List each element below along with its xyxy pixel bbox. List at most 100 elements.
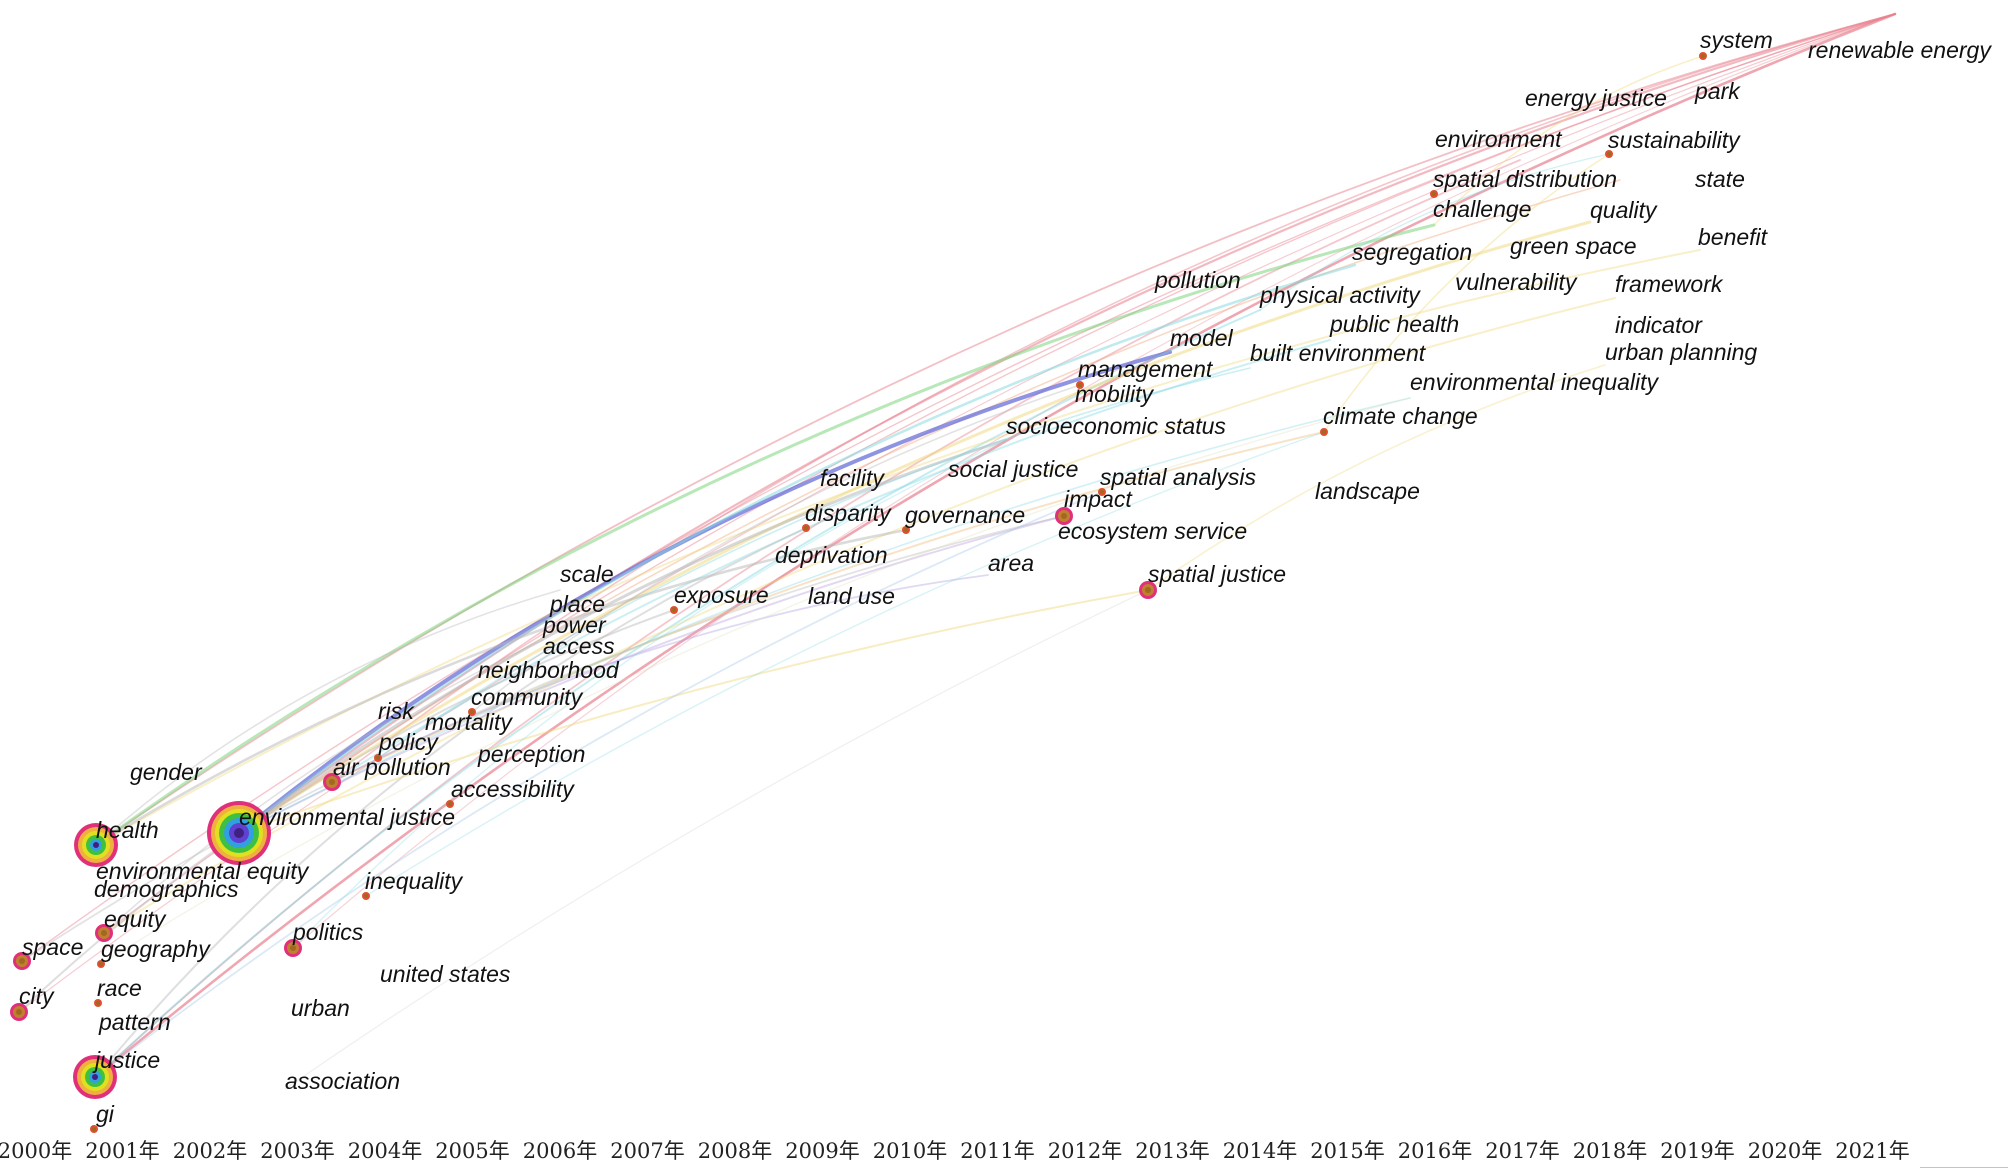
node-impact[interactable] xyxy=(1055,507,1073,525)
keyword-label[interactable]: green space xyxy=(1510,233,1637,259)
keyword-label[interactable]: environmental equity xyxy=(96,858,310,884)
keyword-label[interactable]: gi xyxy=(96,1101,115,1127)
node-disparity[interactable] xyxy=(802,524,810,532)
keyword-label[interactable]: gender xyxy=(130,759,203,785)
keyword-label[interactable]: indicator xyxy=(1615,312,1703,338)
keyword-label[interactable]: segregation xyxy=(1352,239,1472,265)
keyword-label[interactable]: sustainability xyxy=(1608,127,1741,153)
keyword-label[interactable]: governance xyxy=(905,502,1025,528)
keyword-label[interactable]: spatial justice xyxy=(1148,561,1286,587)
node-ring xyxy=(92,1074,98,1080)
keyword-label[interactable]: state xyxy=(1695,166,1745,192)
keyword-label[interactable]: deprivation xyxy=(775,542,888,568)
keyword-label[interactable]: association xyxy=(285,1068,400,1094)
node-equity[interactable] xyxy=(95,924,113,942)
keyword-label[interactable]: physical activity xyxy=(1259,282,1421,308)
keyword-label[interactable]: environment xyxy=(1435,126,1563,152)
keyword-label[interactable]: pattern xyxy=(98,1009,171,1035)
link-band xyxy=(331,339,1331,783)
keyword-label[interactable]: facility xyxy=(820,465,885,491)
keyword-label[interactable]: equity xyxy=(104,906,167,932)
keyword-label[interactable]: spatial distribution xyxy=(1433,166,1617,192)
keyword-label[interactable]: access xyxy=(543,633,615,659)
keyword-label[interactable]: vulnerability xyxy=(1455,269,1578,295)
node-policy[interactable] xyxy=(374,754,382,762)
keyword-label[interactable]: neighborhood xyxy=(478,657,620,683)
keyword-label[interactable]: policy xyxy=(378,729,439,755)
keyword-label[interactable]: mobility xyxy=(1075,381,1154,407)
keyword-label[interactable]: quality xyxy=(1590,197,1658,223)
keyword-label[interactable]: urban xyxy=(291,995,350,1021)
keyword-label[interactable]: scale xyxy=(560,561,614,587)
keyword-label[interactable]: environmental inequality xyxy=(1410,369,1660,395)
node-justice[interactable] xyxy=(73,1055,117,1099)
keyword-label[interactable]: united states xyxy=(380,961,511,987)
keyword-label[interactable]: disparity xyxy=(805,500,892,526)
node-governance[interactable] xyxy=(902,526,910,534)
keyword-label[interactable]: community xyxy=(471,684,584,710)
node-sustainability[interactable] xyxy=(1605,150,1613,158)
keyword-label[interactable]: pollution xyxy=(1154,267,1241,293)
keyword-label[interactable]: challenge xyxy=(1433,196,1531,222)
node-inequality[interactable] xyxy=(362,892,370,900)
keyword-label[interactable]: justice xyxy=(92,1047,160,1073)
keyword-label[interactable]: perception xyxy=(477,741,585,767)
keyword-label[interactable]: impact xyxy=(1064,486,1133,512)
node-exposure[interactable] xyxy=(670,606,678,614)
node-geography[interactable] xyxy=(97,960,105,968)
node-air-pollution[interactable] xyxy=(323,773,341,791)
node-health[interactable] xyxy=(74,823,118,867)
keyword-label[interactable]: land use xyxy=(808,583,895,609)
node-space[interactable] xyxy=(13,952,31,970)
keyword-label[interactable]: accessibility xyxy=(451,776,575,802)
keyword-label[interactable]: management xyxy=(1078,356,1214,382)
node-accessibility[interactable] xyxy=(446,800,454,808)
keyword-label[interactable]: geography xyxy=(101,936,211,962)
keyword-label[interactable]: city xyxy=(19,983,55,1009)
keyword-label[interactable]: mortality xyxy=(425,709,513,735)
keyword-label[interactable]: renewable energy xyxy=(1808,37,1992,63)
keyword-label[interactable]: power xyxy=(542,612,607,638)
node-management[interactable] xyxy=(1076,381,1084,389)
keyword-label[interactable]: system xyxy=(1700,27,1773,53)
keyword-label[interactable]: environmental justice xyxy=(239,804,455,830)
node-environmental-justice[interactable] xyxy=(207,801,271,865)
node-politics[interactable] xyxy=(284,939,302,957)
keyword-label[interactable]: demographics xyxy=(94,876,239,902)
keyword-label[interactable]: spatial analysis xyxy=(1100,464,1256,490)
keyword-label[interactable]: inequality xyxy=(365,868,464,894)
keyword-label[interactable]: health xyxy=(96,817,159,843)
keyword-label[interactable]: air pollution xyxy=(333,754,451,780)
node-race[interactable] xyxy=(94,999,102,1007)
keyword-label[interactable]: framework xyxy=(1615,271,1724,297)
keyword-label[interactable]: urban planning xyxy=(1605,339,1757,365)
keyword-label[interactable]: area xyxy=(988,550,1034,576)
keyword-label[interactable]: park xyxy=(1694,78,1741,104)
node-spatial-justice[interactable] xyxy=(1139,581,1157,599)
keyword-label[interactable]: built environment xyxy=(1250,340,1427,366)
node-system[interactable] xyxy=(1699,52,1707,60)
keyword-label[interactable]: energy justice xyxy=(1525,85,1667,111)
node-city[interactable] xyxy=(10,1003,28,1021)
keyword-label[interactable]: model xyxy=(1170,325,1234,351)
keyword-label[interactable]: race xyxy=(97,975,142,1001)
link-band xyxy=(1259,153,1610,311)
keyword-label[interactable]: climate change xyxy=(1323,403,1478,429)
keyword-label[interactable]: place xyxy=(549,591,605,617)
node-climate-change[interactable] xyxy=(1320,428,1328,436)
keyword-label[interactable]: ecosystem service xyxy=(1058,518,1247,544)
link-band xyxy=(365,431,1325,897)
keyword-label[interactable]: exposure xyxy=(674,582,769,608)
keyword-label[interactable]: public health xyxy=(1329,311,1459,337)
keyword-label[interactable]: social justice xyxy=(948,456,1078,482)
node-gi[interactable] xyxy=(90,1125,98,1133)
keyword-label[interactable]: benefit xyxy=(1698,224,1769,250)
keyword-label[interactable]: politics xyxy=(292,919,364,945)
keyword-label[interactable]: space xyxy=(22,934,83,960)
keyword-label[interactable]: risk xyxy=(378,698,415,724)
keyword-label[interactable]: socioeconomic status xyxy=(1006,413,1226,439)
node-spatial-analysis[interactable] xyxy=(1098,488,1106,496)
node-spatial-distribution[interactable] xyxy=(1430,190,1438,198)
node-community[interactable] xyxy=(468,708,476,716)
keyword-label[interactable]: landscape xyxy=(1315,478,1420,504)
